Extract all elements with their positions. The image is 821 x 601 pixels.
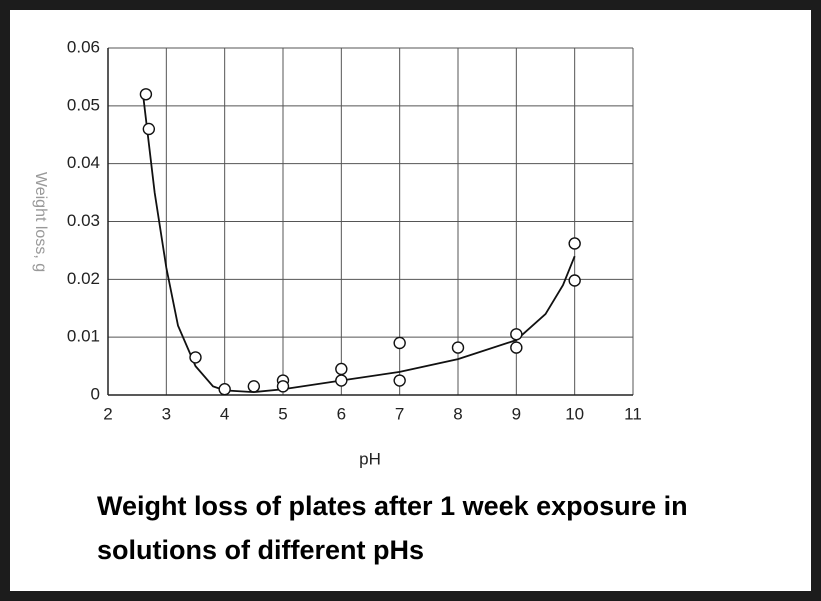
fit-curve — [142, 94, 576, 394]
y-tick-label: 0.06 — [67, 37, 100, 56]
x-tick-label: 6 — [337, 404, 346, 423]
y-tick-label: 0.04 — [67, 153, 100, 172]
y-tick-label: 0.02 — [67, 269, 100, 288]
data-point — [276, 380, 290, 393]
y-axis-label: Weight loss, g — [32, 172, 49, 272]
x-tick-label: 10 — [565, 404, 584, 423]
data-point — [451, 341, 465, 354]
x-tick-label: 8 — [453, 404, 462, 423]
data-point — [510, 341, 523, 354]
caption: Weight loss of plates after 1 week expos… — [97, 491, 688, 565]
data-point — [335, 374, 348, 387]
x-tick-label: 3 — [162, 404, 171, 423]
data-point — [335, 362, 348, 376]
x-axis-label: pH — [359, 449, 381, 468]
data-point — [142, 122, 156, 136]
y-tick-label: 0 — [91, 384, 100, 403]
x-tick-label: 7 — [395, 404, 404, 423]
data-point — [139, 88, 153, 101]
x-tick-label: 9 — [512, 404, 521, 423]
data-point — [510, 328, 523, 341]
data-point — [189, 351, 202, 364]
y-tick-label: 0.01 — [67, 327, 100, 346]
x-tick-label: 2 — [103, 404, 112, 423]
y-tick-label: 0.05 — [67, 95, 100, 114]
data-point — [568, 274, 581, 287]
x-tick-label: 11 — [624, 404, 642, 423]
data-point — [568, 237, 581, 250]
y-tick-label: 0.03 — [67, 211, 100, 230]
data-point — [393, 336, 406, 350]
x-tick-label: 4 — [220, 404, 229, 423]
data-point — [218, 383, 231, 396]
data-point — [247, 380, 261, 393]
data-point — [393, 374, 406, 387]
slide — [10, 10, 811, 591]
x-tick-label: 5 — [278, 404, 287, 423]
